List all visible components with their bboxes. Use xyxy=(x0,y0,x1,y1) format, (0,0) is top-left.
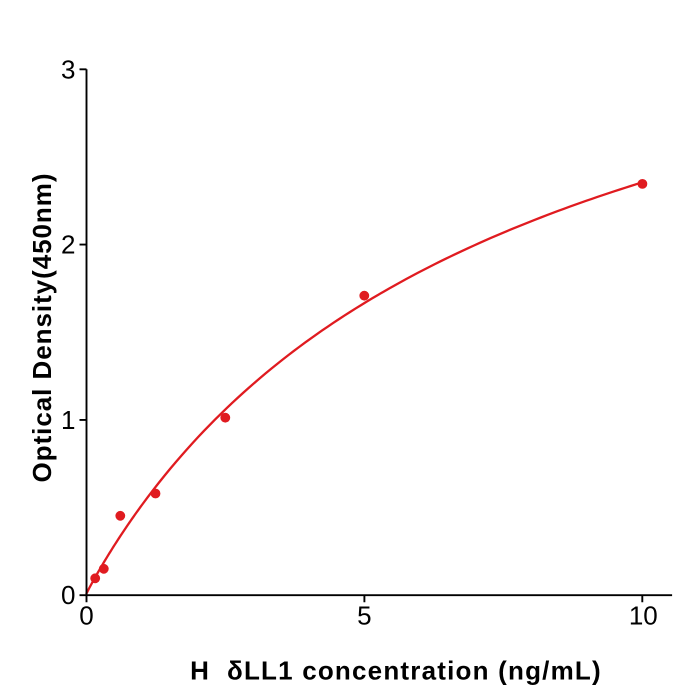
svg-text:0: 0 xyxy=(79,601,93,631)
svg-text:3: 3 xyxy=(61,55,75,85)
svg-text:H δLL1 concentration (ng/mL): H δLL1 concentration (ng/mL) xyxy=(190,655,602,685)
svg-text:5: 5 xyxy=(357,601,371,631)
svg-text:Optical Density(450nm): Optical Density(450nm) xyxy=(27,173,57,483)
svg-text:1: 1 xyxy=(61,405,75,435)
svg-text:0: 0 xyxy=(61,580,75,610)
svg-text:2: 2 xyxy=(61,230,75,260)
svg-text:10: 10 xyxy=(629,601,658,631)
